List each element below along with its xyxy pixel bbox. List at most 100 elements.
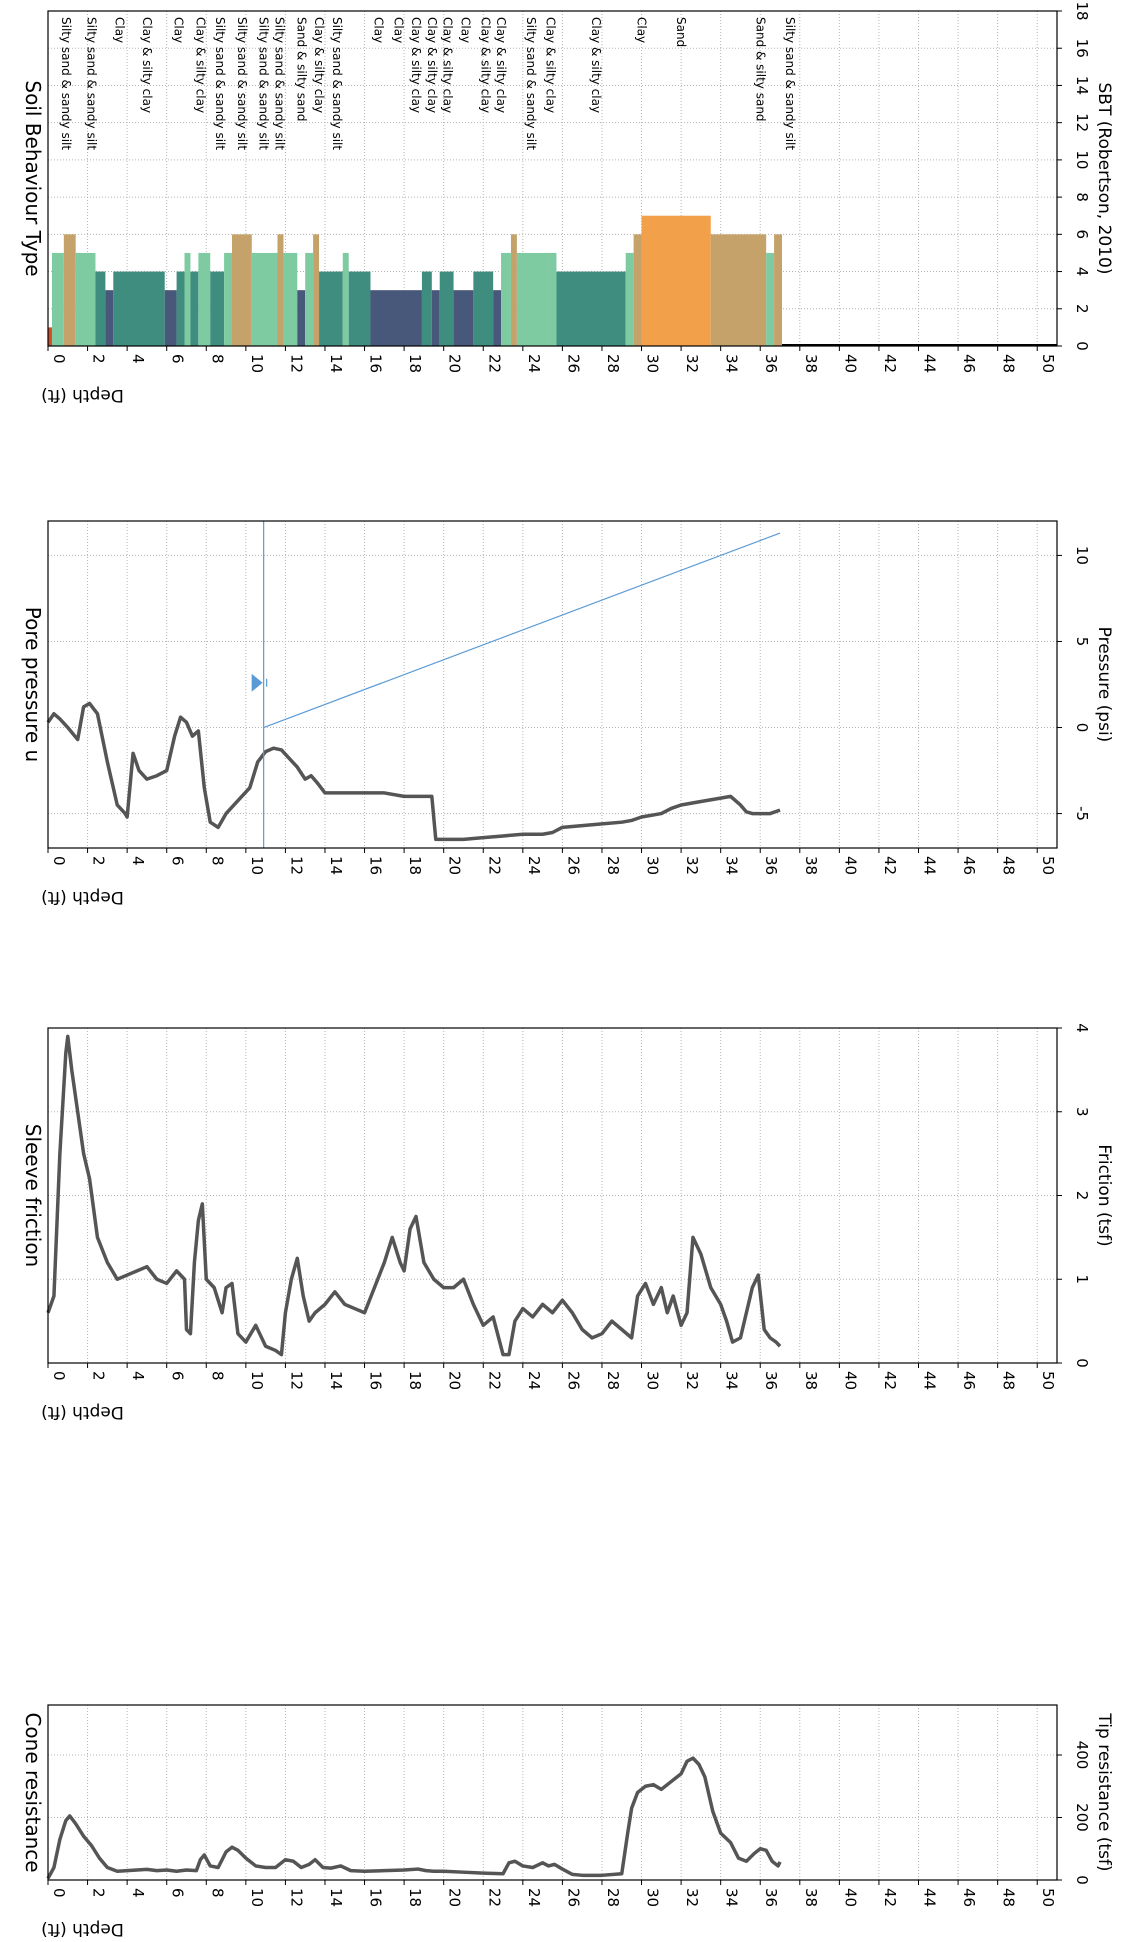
- sbt-annotation: Sand: [674, 17, 688, 47]
- value-tick-label: 12: [1073, 113, 1091, 132]
- sbt-annotation: Sand & silty sand: [294, 17, 308, 122]
- depth-tick-label: 32: [683, 1371, 701, 1390]
- panel-title: Sleeve friction: [21, 1124, 45, 1268]
- sbt-annotation: Sand & silty sand: [753, 17, 767, 122]
- panel-pore-pressure: 0 2 4 6 8 10 12 14 16 18 20 22 24 26 28 30 32 34 36 38 40 42 4…: [21, 520, 1114, 907]
- water-table-icon: [251, 673, 263, 692]
- depth-tick-label: 46: [960, 1371, 978, 1390]
- depth-tick-label: 48: [1000, 856, 1018, 875]
- depth-tick-label: 38: [802, 1371, 820, 1390]
- sbt-annotation: Silty sand & sandy silt: [330, 17, 344, 150]
- sbt-annotation: Silty sand & sandy silt: [257, 17, 271, 150]
- depth-tick-label: 0: [50, 1888, 68, 1898]
- sbt-bar: [95, 271, 106, 346]
- value-tick-label: 400: [1073, 1741, 1091, 1770]
- sbt-annotation: Silty sand & sandy silt: [59, 17, 73, 150]
- sbt-bar: [313, 234, 320, 346]
- value-axis-label: Pressure (psi): [1094, 627, 1114, 743]
- depth-tick-label: 6: [169, 354, 187, 364]
- sbt-annotation: Clay & silty clay: [140, 17, 154, 113]
- depth-tick-label: 44: [921, 1888, 939, 1907]
- depth-axis-label: Depth (ft): [41, 887, 124, 907]
- value-tick-label: 14: [1073, 76, 1091, 95]
- sbt-bar: [283, 252, 298, 346]
- depth-tick-label: 38: [802, 354, 820, 373]
- sbt-bar: [421, 271, 432, 346]
- depth-tick-label: 26: [564, 1888, 582, 1907]
- panel-title: Soil Behaviour Type: [21, 80, 45, 276]
- sbt-annotation: Clay & silty clay: [589, 17, 603, 113]
- sbt-annotation: Silty sand & sandy silt: [783, 17, 797, 150]
- depth-tick-label: 8: [208, 1371, 226, 1381]
- depth-tick-label: 38: [802, 856, 820, 875]
- depth-tick-label: 12: [287, 1888, 305, 1907]
- depth-tick-label: 30: [644, 1888, 662, 1907]
- depth-tick-label: 8: [208, 1888, 226, 1898]
- data-curve: [46, 1034, 782, 1357]
- depth-tick-label: 42: [881, 1888, 899, 1907]
- depth-tick-label: 44: [921, 354, 939, 373]
- sbt-bar: [556, 271, 626, 346]
- sbt-bar: [548, 252, 557, 346]
- sbt-bar: [75, 252, 96, 346]
- depth-tick-label: 4: [129, 354, 147, 364]
- depth-tick-label: 6: [169, 856, 187, 866]
- depth-tick-label: 20: [446, 856, 464, 875]
- value-tick-label: 16: [1073, 39, 1091, 58]
- value-tick-label: -5: [1073, 806, 1091, 821]
- sbt-bar: [319, 271, 343, 346]
- sbt-annotation: Clay & silty clay: [494, 17, 508, 113]
- sbt-bar: [63, 234, 76, 346]
- sbt-bar: [493, 290, 502, 346]
- sbt-bar: [105, 290, 114, 346]
- sbt-bar: [342, 252, 349, 346]
- sbt-bar: [516, 252, 549, 346]
- depth-tick-label: 40: [841, 354, 859, 373]
- value-tick-label: 3: [1073, 1107, 1091, 1117]
- sbt-bar: [641, 215, 711, 346]
- depth-tick-label: 24: [525, 1371, 543, 1390]
- depth-tick-label: 50: [1039, 354, 1057, 373]
- depth-tick-label: 2: [90, 856, 108, 866]
- depth-tick-label: 24: [525, 856, 543, 875]
- sbt-bar: [510, 234, 517, 346]
- sbt-bar: [439, 271, 454, 346]
- depth-tick-label: 10: [248, 1371, 266, 1390]
- depth-axis-label: Depth (ft): [41, 1919, 124, 1939]
- depth-tick-label: 16: [367, 354, 385, 373]
- depth-tick-label: 16: [367, 1888, 385, 1907]
- depth-tick-label: 0: [50, 856, 68, 866]
- depth-tick-label: 36: [762, 856, 780, 875]
- depth-tick-label: 32: [683, 856, 701, 875]
- depth-tick-label: 12: [287, 1371, 305, 1390]
- depth-tick-label: 10: [248, 856, 266, 875]
- depth-tick-label: 50: [1039, 1371, 1057, 1390]
- depth-tick-label: 46: [960, 354, 978, 373]
- depth-tick-label: 48: [1000, 1371, 1018, 1390]
- depth-tick-label: 28: [604, 354, 622, 373]
- value-tick-label: 0: [1073, 1358, 1091, 1368]
- panel-soil-behaviour-type: Silty sand & sandy silt Silty sand & sand…: [21, 1, 1114, 405]
- depth-tick-label: 34: [723, 1888, 741, 1907]
- depth-tick-label: 14: [327, 856, 345, 875]
- depth-tick-label: 16: [367, 856, 385, 875]
- depth-tick-label: 40: [841, 1888, 859, 1907]
- sbt-annotation: Silty sand & sandy silt: [85, 17, 99, 150]
- sbt-annotation: Clay & silty clay: [193, 17, 207, 113]
- data-curve: [46, 1756, 782, 1880]
- depth-tick-label: 28: [604, 1888, 622, 1907]
- depth-tick-label: 16: [367, 1371, 385, 1390]
- sbt-bar: [297, 290, 306, 346]
- depth-tick-label: 10: [248, 354, 266, 373]
- plot-frame: [47, 1704, 1058, 1881]
- depth-tick-label: 50: [1039, 856, 1057, 875]
- sbt-bar: [176, 271, 185, 346]
- depth-tick-label: 30: [644, 856, 662, 875]
- depth-tick-label: 36: [762, 1371, 780, 1390]
- depth-tick-label: 22: [485, 354, 503, 373]
- depth-tick-label: 34: [723, 856, 741, 875]
- sbt-annotation: Clay & silty clay: [425, 17, 439, 113]
- depth-tick-label: 8: [208, 354, 226, 364]
- depth-tick-label: 2: [90, 1888, 108, 1898]
- value-tick-label: 2: [1073, 304, 1091, 314]
